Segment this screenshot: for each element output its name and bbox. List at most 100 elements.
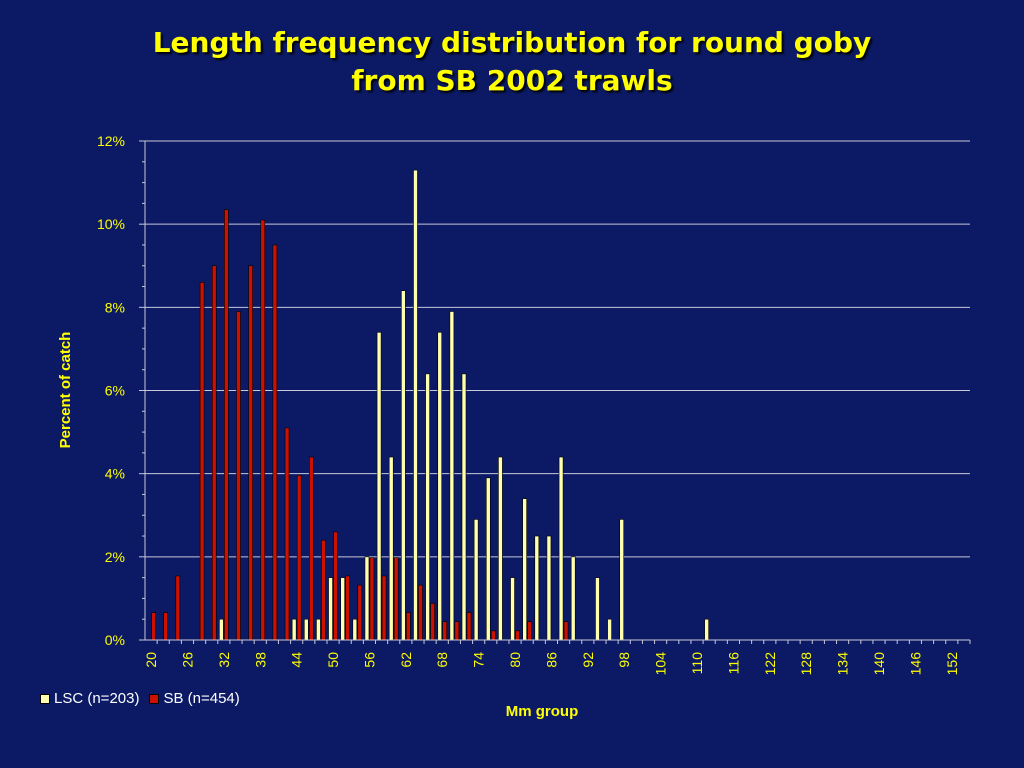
bar-sb [406, 612, 411, 641]
bar-lsc [558, 456, 564, 641]
y-axis-title: Percent of catch [57, 332, 74, 449]
legend-item-sb: SB (n=454) [149, 690, 240, 707]
bar-sb [490, 630, 496, 641]
bar-sb [224, 209, 229, 641]
bar-sb [418, 584, 423, 641]
bars [151, 169, 709, 641]
slide-title: Length frequency distribution for round … [0, 24, 1024, 100]
bar-lsc [388, 456, 394, 641]
x-tick-label: 38 [252, 652, 268, 668]
x-tick-label: 104 [653, 652, 669, 676]
bar-lsc [522, 498, 527, 641]
x-tick-label: 86 [543, 652, 559, 668]
bar-sb [163, 612, 168, 641]
bar-lsc [219, 618, 224, 641]
bar-lsc [485, 477, 491, 641]
bar-lsc [340, 577, 345, 641]
x-tick-label: 122 [762, 652, 778, 676]
x-tick-label: 74 [471, 652, 487, 668]
bar-sb [393, 557, 399, 641]
x-tick-label: 62 [398, 652, 414, 668]
bar-lsc [437, 331, 443, 641]
x-tick-label: 110 [689, 652, 705, 675]
bar-lsc [619, 519, 625, 641]
bar-sb [296, 475, 302, 641]
bar-lsc [546, 535, 552, 641]
x-tick-label: 32 [216, 652, 232, 668]
bar-lsc [376, 331, 382, 641]
bar-sb [236, 311, 241, 641]
bar-sb [308, 456, 314, 641]
bar-lsc [401, 290, 406, 641]
bar-sb [248, 265, 253, 641]
bar-sb [333, 531, 338, 641]
legend-swatch-lsc [40, 693, 50, 704]
bar-lsc [595, 577, 600, 641]
bar-sb [466, 612, 472, 641]
bar-sb [430, 603, 435, 641]
legend-swatch-sb [149, 693, 160, 704]
x-tick-label: 80 [507, 652, 523, 668]
legend: LSC (n=203) SB (n=454) [40, 690, 250, 707]
bar-lsc [352, 618, 358, 641]
bar-lsc [607, 618, 612, 641]
bar-lsc [425, 373, 430, 641]
title-line-1: Length frequency distribution for round … [152, 26, 872, 59]
bar-lsc [413, 169, 418, 641]
bar-lsc [291, 618, 297, 641]
x-tick-label: 92 [580, 652, 596, 668]
y-tick-label: 10% [97, 216, 125, 232]
x-tick-label: 116 [725, 652, 741, 675]
bar-sb [442, 621, 448, 641]
bar-lsc [510, 577, 515, 641]
bar-lsc [570, 556, 576, 641]
bar-sb [381, 575, 387, 641]
bar-sb [357, 584, 363, 641]
bar-sb [454, 621, 460, 641]
x-tick-label: 140 [871, 652, 887, 676]
bar-lsc [449, 311, 455, 641]
bar-lsc [473, 519, 479, 641]
title-line-2: from SB 2002 trawls [351, 64, 673, 97]
y-tick-label: 8% [105, 299, 125, 315]
y-tick-label: 6% [105, 383, 125, 399]
y-tick-label: 12% [97, 133, 125, 149]
legend-label-sb: SB (n=454) [163, 690, 240, 707]
x-tick-label: 20 [143, 652, 159, 668]
bar-lsc [498, 456, 503, 641]
bar-sb [272, 244, 278, 641]
bar-sb [321, 539, 326, 641]
x-tick-label: 56 [361, 652, 377, 668]
bar-sb [175, 575, 181, 641]
x-tick-label: 134 [835, 652, 851, 676]
bar-lsc [328, 577, 333, 641]
x-tick-label: 146 [907, 652, 923, 676]
bar-sb [527, 621, 532, 641]
bar-lsc [534, 535, 540, 641]
bar-sb [151, 612, 156, 641]
bar-sb [199, 282, 205, 641]
x-tick-label: 44 [289, 652, 305, 668]
y-tick-label: 2% [105, 549, 125, 565]
bar-lsc [461, 373, 467, 641]
axes: 0% 2% 4% 6% 8% 10% 12% 20 26 32 38 44 50 56 62 68 74 80 86… [97, 133, 971, 676]
x-tick-label: 50 [325, 652, 341, 668]
x-tick-label: 152 [944, 652, 960, 676]
bar-sb [563, 621, 569, 641]
x-tick-label: 128 [798, 652, 814, 676]
bar-sb [211, 265, 217, 641]
x-tick-label: 26 [179, 652, 195, 668]
bar-lsc [704, 618, 709, 641]
x-tick-label: 98 [616, 652, 632, 668]
bar-sb [369, 557, 375, 641]
bar-sb [345, 575, 350, 641]
bar-sb [260, 219, 266, 641]
x-tick-label: 68 [434, 652, 450, 668]
bar-sb [515, 630, 520, 641]
legend-item-lsc: LSC (n=203) [40, 690, 139, 707]
gridlines [145, 140, 970, 558]
y-tick-label: 4% [105, 466, 125, 482]
bar-sb [284, 427, 290, 641]
bar-lsc [364, 556, 370, 641]
